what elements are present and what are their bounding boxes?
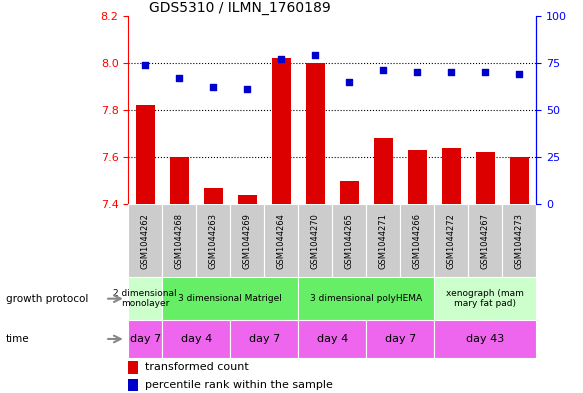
Text: GSM1044269: GSM1044269 (243, 213, 252, 269)
Bar (128, 277, 162, 320)
Bar (434, 320, 536, 358)
Bar (442, 148, 461, 204)
Bar (238, 195, 257, 204)
Text: day 7: day 7 (385, 334, 416, 344)
Point (209, 84, 218, 90)
Text: growth protocol: growth protocol (6, 294, 88, 304)
Bar (340, 181, 359, 204)
Bar (298, 320, 366, 358)
Text: transformed count: transformed count (145, 362, 248, 372)
Text: 2 dimensional
monolayer: 2 dimensional monolayer (114, 289, 177, 309)
Bar (476, 152, 495, 204)
Bar (170, 157, 189, 204)
Bar (128, 320, 162, 358)
Point (174, 75, 184, 81)
Text: GSM1044268: GSM1044268 (175, 213, 184, 269)
Point (243, 86, 252, 92)
Bar (366, 204, 401, 277)
Text: GSM1044271: GSM1044271 (379, 213, 388, 269)
Bar (503, 204, 536, 277)
Text: GSM1044272: GSM1044272 (447, 213, 456, 269)
Text: day 7: day 7 (249, 334, 280, 344)
Text: day 4: day 4 (181, 334, 212, 344)
Text: time: time (6, 334, 30, 344)
Bar (306, 63, 325, 204)
Text: percentile rank within the sample: percentile rank within the sample (145, 380, 332, 390)
Bar (401, 204, 434, 277)
Text: day 43: day 43 (466, 334, 504, 344)
Bar (298, 204, 332, 277)
Point (447, 69, 456, 75)
Text: 3 dimensional Matrigel: 3 dimensional Matrigel (178, 294, 282, 303)
Bar (434, 204, 468, 277)
Bar (374, 138, 393, 204)
Bar (136, 105, 154, 204)
Text: GSM1044264: GSM1044264 (277, 213, 286, 269)
Text: GDS5310 / ILMN_1760189: GDS5310 / ILMN_1760189 (149, 1, 331, 15)
Bar (332, 204, 366, 277)
Bar (272, 58, 291, 204)
Bar (162, 204, 196, 277)
Bar (264, 204, 298, 277)
Bar (366, 320, 434, 358)
Text: GSM1044267: GSM1044267 (481, 213, 490, 269)
Bar (162, 320, 230, 358)
Bar (510, 157, 529, 204)
Text: xenograph (mam
mary fat pad): xenograph (mam mary fat pad) (447, 289, 524, 309)
Text: day 7: day 7 (129, 334, 161, 344)
Text: GSM1044273: GSM1044273 (515, 213, 524, 269)
Bar (162, 277, 298, 320)
Point (277, 56, 286, 62)
Point (311, 52, 320, 59)
Point (515, 71, 524, 77)
Point (480, 69, 490, 75)
Point (379, 67, 388, 73)
Text: GSM1044270: GSM1044270 (311, 213, 320, 269)
Text: day 4: day 4 (317, 334, 348, 344)
Bar (196, 204, 230, 277)
Bar (128, 204, 162, 277)
Bar (434, 277, 536, 320)
Text: 3 dimensional polyHEMA: 3 dimensional polyHEMA (310, 294, 422, 303)
Text: GSM1044265: GSM1044265 (345, 213, 354, 269)
Bar (408, 150, 427, 204)
Text: GSM1044266: GSM1044266 (413, 213, 422, 269)
Point (413, 69, 422, 75)
Bar (230, 204, 264, 277)
Bar (204, 188, 223, 204)
Bar (128, 361, 138, 373)
Bar (298, 277, 434, 320)
Text: GSM1044263: GSM1044263 (209, 213, 218, 269)
Text: GSM1044262: GSM1044262 (141, 213, 150, 269)
Bar (128, 379, 138, 391)
Bar (468, 204, 503, 277)
Bar (230, 320, 298, 358)
Point (141, 62, 150, 68)
Point (345, 79, 354, 85)
